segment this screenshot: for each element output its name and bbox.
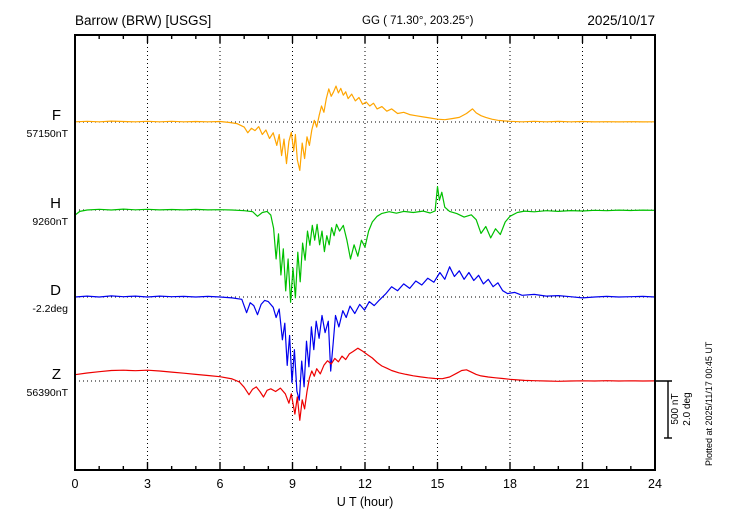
x-tick-label: 9 [289,477,296,491]
series-value-F: 57150nT [27,128,69,140]
plot-date: 2025/10/17 [587,13,655,28]
x-tick-label: 18 [503,477,517,491]
x-tick-label: 12 [358,477,372,491]
scale-bar-nt-label: 500 nT [670,393,681,424]
trace-F [74,85,656,171]
station-title: Barrow (BRW) [USGS] [75,13,211,28]
geographic-coords: GG ( 71.30°, 203.25°) [362,15,474,27]
x-tick-label: 3 [144,477,151,491]
x-tick-label: 24 [648,477,662,491]
series-value-H: 9260nT [32,216,68,228]
x-tick-label: 15 [431,477,445,491]
series-letter-D: D [50,282,61,299]
series-value-D: -2.2deg [32,303,68,315]
trace-D [74,266,656,401]
x-tick-label: 21 [576,477,590,491]
trace-H [74,186,656,303]
series-letter-F: F [52,107,61,124]
x-axis-label: U T (hour) [337,495,394,509]
series-value-Z: 56390nT [27,387,69,399]
x-tick-label: 6 [217,477,224,491]
x-tick-label: 0 [72,477,79,491]
scale-bar-deg-label: 2.0 deg [682,392,693,425]
plotted-at-note: Plotted at 2025/11/17 00:45 UT [704,341,714,466]
plot-area: 0 3 6 9 12 15 18 21 24 [72,34,672,491]
series-letter-H: H [50,195,61,212]
plot-frame [74,34,656,471]
series-letter-Z: Z [52,366,61,383]
trace-Z [74,347,656,421]
